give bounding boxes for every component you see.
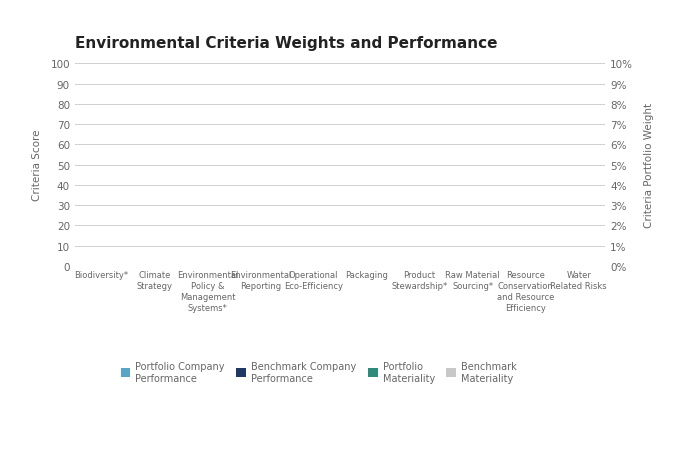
Y-axis label: Criteria Portfolio Weight: Criteria Portfolio Weight xyxy=(644,103,654,228)
Legend: Portfolio Company
Performance, Benchmark Company
Performance, Portfolio
Material: Portfolio Company Performance, Benchmark… xyxy=(117,357,521,386)
Y-axis label: Criteria Score: Criteria Score xyxy=(32,129,42,201)
Text: Environmental Criteria Weights and Performance: Environmental Criteria Weights and Perfo… xyxy=(75,36,497,50)
